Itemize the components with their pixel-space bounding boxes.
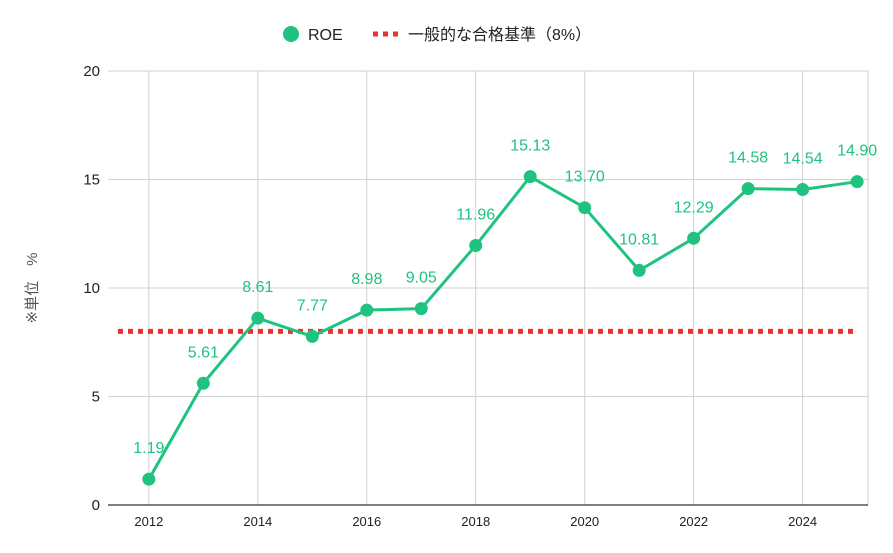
x-tick-label: 2016 [352,514,381,529]
y-tick-label: 10 [83,280,100,297]
roe-data-label: 12.29 [674,199,714,216]
legend: ROE 一般的な合格基準（8%） [283,26,591,44]
roe-point [360,303,374,317]
legend-roe-label: ROE [308,27,343,44]
roe-data-label: 15.13 [510,138,550,155]
y-tick-label: 0 [92,497,100,514]
roe-point [142,472,156,486]
series [118,170,864,486]
roe-data-label: 8.61 [242,279,273,296]
roe-point [414,302,428,316]
x-tick-label: 2018 [461,514,490,529]
x-tick-label: 2014 [243,514,272,529]
legend-roe-marker [283,26,299,42]
roe-point [632,263,646,277]
roe-data-label: 14.58 [728,150,768,167]
roe-data-label: 7.77 [297,297,328,314]
y-tick-label: 5 [92,389,100,406]
roe-point [469,238,483,252]
x-tick-label: 2012 [134,514,163,529]
y-axis-title: ※単位 % [24,253,41,324]
roe-point [850,175,864,189]
y-tick-label: 20 [83,63,100,80]
x-tick-label: 2022 [679,514,708,529]
data-labels: 1.19 5.61 8.61 7.77 8.98 9.05 11.96 15.13 13.70 1… [133,138,877,457]
roe-point [578,201,592,215]
legend-benchmark-label: 一般的な合格基準（8%） [408,26,591,44]
roe-series-line [147,175,858,480]
roe-point [196,376,210,390]
roe-data-label: 14.90 [837,143,877,160]
roe-point [741,182,755,196]
axes: 0 5 10 15 20 2012 2014 2016 2018 2020 2022 2024 [83,63,868,529]
roe-data-label: 13.70 [565,169,605,186]
roe-data-label: 9.05 [406,270,437,287]
x-tick-label: 2024 [788,514,817,529]
roe-point [305,329,319,343]
roe-data-label: 8.98 [351,271,382,288]
y-tick-label: 15 [83,172,100,189]
roe-data-label: 5.61 [188,344,219,361]
roe-point [523,170,537,184]
roe-point [251,311,265,325]
grid-lines [108,70,869,505]
roe-data-label: 10.81 [619,231,659,248]
roe-data-label: 14.54 [783,150,823,167]
roe-point [796,182,810,196]
roe-data-label: 1.19 [133,440,164,457]
roe-data-label: 11.96 [456,206,495,223]
x-tick-label: 2020 [570,514,599,529]
roe-point [687,231,701,245]
